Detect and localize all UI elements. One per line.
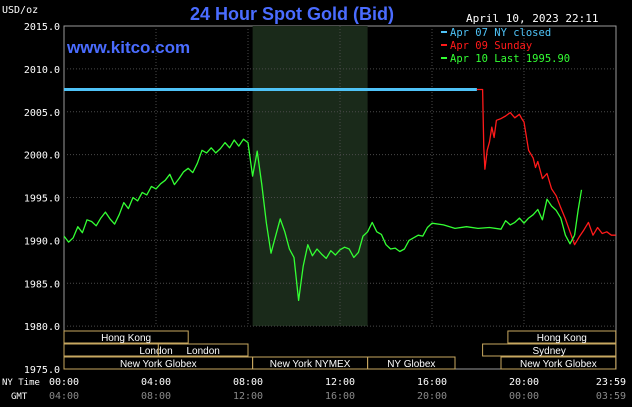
y-axis-ticks: 2015.0 2010.0 2005.0 2000.0 1995.0 1990.0 1985…	[24, 22, 60, 376]
x-axis-ticks: 00:00 04:00 04:00 08:00 08:00 12:00 12:00 16:00…	[49, 377, 626, 402]
y-axis-label: USD/oz	[2, 5, 38, 16]
ny-time-label: NY Time	[2, 378, 40, 388]
grid-lines	[64, 26, 616, 327]
x-tick-label-ny: 12:00	[325, 377, 355, 388]
legend-entry: Apr 10 Last 1995.90	[450, 53, 570, 65]
nymex-session-shade	[252, 26, 368, 326]
y-tick-label: 2005.0	[24, 108, 60, 119]
x-tick-label-gmt: 03:59	[596, 391, 626, 402]
x-tick-label-gmt: 00:00	[509, 391, 539, 402]
session-box	[482, 343, 617, 357]
y-tick-label: 2015.0	[24, 22, 60, 33]
session-box	[507, 330, 617, 344]
x-tick-label-ny: 16:00	[417, 377, 447, 388]
x-tick-label-gmt: 08:00	[141, 391, 171, 402]
session-box	[367, 356, 456, 370]
trading-sessions: Hong Kong Hong Kong London London Sydney New …	[63, 330, 617, 370]
x-tick-label-ny: 00:00	[49, 377, 79, 388]
gmt-label: GMT	[11, 392, 28, 402]
y-tick-label: 1980.0	[24, 322, 60, 333]
legend-entry: Apr 09 Sunday	[450, 40, 532, 52]
session-box	[63, 330, 189, 344]
session-box	[500, 356, 617, 370]
session-label: London	[186, 346, 219, 357]
source-url: www.kitco.com	[66, 38, 190, 57]
x-tick-label-gmt: 12:00	[233, 391, 263, 402]
y-tick-label: 1995.0	[24, 194, 60, 205]
y-tick-label: 2010.0	[24, 65, 60, 76]
y-tick-label: 1990.0	[24, 236, 60, 247]
x-tick-label-gmt: 20:00	[417, 391, 447, 402]
session-label: London	[139, 346, 172, 357]
session-label: New York Globex	[120, 359, 197, 370]
y-tick-label: 1975.0	[24, 365, 60, 376]
series-line	[63, 138, 576, 302]
y-tick-label: 1985.0	[24, 279, 60, 290]
session-label: Sydney	[533, 346, 566, 357]
session-label: NY Globex	[387, 359, 435, 370]
x-tick-label-ny: 23:59	[596, 377, 626, 388]
timestamp: April 10, 2023 22:11	[466, 12, 598, 25]
x-tick-label-gmt: 04:00	[49, 391, 79, 402]
series-line	[476, 88, 616, 246]
legend-entry: Apr 07 NY closed	[450, 27, 551, 39]
x-tick-label-ny: 04:00	[141, 377, 171, 388]
x-tick-label-gmt: 16:00	[325, 391, 355, 402]
x-tick-label-ny: 08:00	[233, 377, 263, 388]
session-label: New York Globex	[520, 359, 597, 370]
series-line-tail	[573, 189, 583, 236]
session-label: Hong Kong	[101, 333, 151, 344]
series-lines	[63, 88, 616, 302]
session-label: Hong Kong	[537, 333, 587, 344]
chart-title: 24 Hour Spot Gold (Bid)	[190, 4, 394, 24]
y-tick-label: 2000.0	[24, 151, 60, 162]
session-label: New York NYMEX	[270, 359, 351, 370]
session-box	[157, 343, 249, 357]
x-tick-label-ny: 20:00	[509, 377, 539, 388]
